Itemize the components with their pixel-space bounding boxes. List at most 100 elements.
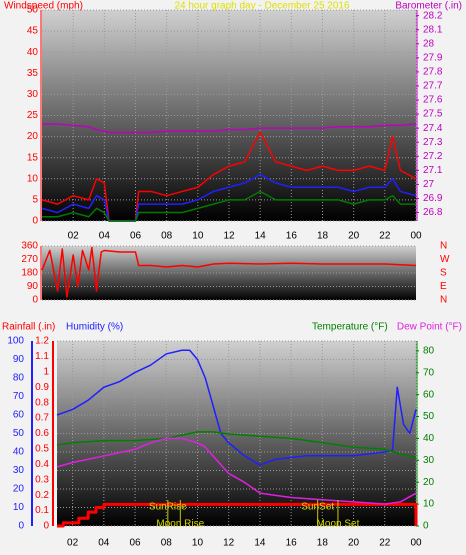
direction-label: S — [440, 268, 447, 279]
y2-tick-label: 80 — [423, 345, 435, 356]
event-label: SunSet — [301, 502, 334, 513]
y-tick-label: 100 — [7, 336, 24, 347]
y-tick-label: 80 — [13, 373, 25, 384]
y-tick-label: 180 — [21, 268, 38, 279]
x-tick-label: 18 — [317, 538, 329, 549]
y2-tick-label: 27.4 — [423, 123, 443, 134]
y-tick-label: 50 — [13, 428, 25, 439]
y-tick-label: 360 — [21, 241, 38, 252]
x-tick-label: 06 — [129, 538, 141, 549]
y2-tick-label: 28.2 — [423, 10, 443, 21]
series-line — [56, 431, 417, 459]
event-label: Moon Rise — [156, 519, 204, 530]
y2-tick-label: 26.9 — [423, 193, 443, 204]
y3-tick-label: 0.5 — [35, 444, 49, 455]
y2-tick-label: 27 — [423, 179, 435, 190]
axis-title: Temperature (°F) — [312, 322, 388, 333]
y-tick-label: 90 — [27, 281, 39, 292]
x-tick-label: 14 — [255, 231, 267, 242]
y-axis-title: Windspeed (mph) — [4, 1, 83, 12]
y2-tick-label: 27.9 — [423, 52, 443, 63]
y3-tick-label: 0.8 — [35, 397, 49, 408]
y-tick-label: 0 — [32, 295, 38, 306]
x-tick-label: 08 — [161, 538, 173, 549]
y2-tick-label: 20 — [423, 477, 435, 488]
event-label: SunRise — [149, 502, 187, 513]
y3-tick-label: 1.1 — [35, 351, 49, 362]
y-tick-label: 30 — [27, 89, 39, 100]
chart-title: 24 hour graph day - December 25 2016 — [174, 1, 350, 12]
x-tick-label: 04 — [99, 231, 111, 242]
x-tick-label: 20 — [348, 538, 360, 549]
series-line — [41, 173, 417, 222]
x-tick-label: 14 — [254, 538, 266, 549]
axis-title: Dew Point (°F) — [397, 322, 462, 333]
y-tick-label: 45 — [27, 26, 39, 37]
event-label: Moon Set — [317, 519, 360, 530]
y-tick-label: 0 — [32, 216, 38, 227]
y3-tick-label: 1.2 — [35, 336, 49, 347]
x-tick-label: 02 — [67, 538, 79, 549]
x-tick-label: 02 — [68, 231, 80, 242]
direction-label: W — [440, 254, 450, 265]
y2-tick-label: 50 — [423, 411, 435, 422]
x-tick-label: 18 — [317, 231, 329, 242]
y-tick-label: 15 — [27, 152, 39, 163]
y2-tick-label: 40 — [423, 433, 435, 444]
y2-tick-label: 27.5 — [423, 109, 443, 120]
y-tick-label: 10 — [13, 502, 25, 513]
y2-tick-label: 28 — [423, 38, 435, 49]
x-tick-label: 22 — [379, 231, 391, 242]
y3-tick-label: 0.7 — [35, 413, 49, 424]
series-line — [41, 131, 417, 222]
y-tick-label: 40 — [27, 47, 39, 58]
y-tick-label: 35 — [27, 68, 39, 79]
x-tick-label: 12 — [223, 538, 235, 549]
series-line — [56, 349, 417, 466]
axis-title: Rainfall (.in) — [2, 322, 55, 333]
y3-tick-label: 0.9 — [35, 382, 49, 393]
plot-area — [57, 341, 416, 526]
y-tick-label: 50 — [27, 5, 39, 16]
y2-tick-label: 10 — [423, 499, 435, 510]
series-line — [42, 123, 417, 134]
y2-tick-label: 27.8 — [423, 67, 443, 78]
x-tick-label: 10 — [192, 538, 204, 549]
y2-tick-label: 27.2 — [423, 151, 443, 162]
y2-tick-label: 26.8 — [423, 207, 443, 218]
x-tick-label: 00 — [410, 231, 422, 242]
x-tick-label: 20 — [348, 231, 360, 242]
x-tick-label: 10 — [192, 231, 204, 242]
y2-tick-label: 60 — [423, 389, 435, 400]
y2-axis-title: Barometer (.in) — [395, 1, 462, 12]
x-tick-label: 12 — [223, 231, 235, 242]
y-tick-label: 20 — [13, 484, 25, 495]
y-tick-label: 20 — [27, 131, 39, 142]
x-tick-label: 16 — [286, 538, 298, 549]
y-tick-label: 10 — [27, 173, 39, 184]
y-tick-label: 70 — [13, 391, 25, 402]
x-tick-label: 22 — [379, 538, 391, 549]
y3-tick-label: 0.2 — [35, 490, 49, 501]
y2-tick-label: 30 — [423, 455, 435, 466]
series-line — [41, 246, 417, 298]
x-tick-label: 06 — [130, 231, 142, 242]
series-line — [56, 437, 417, 505]
y-tick-label: 270 — [21, 254, 38, 265]
y-tick-label: 90 — [13, 354, 25, 365]
direction-label: N — [440, 295, 447, 306]
series-line — [57, 502, 418, 528]
y-tick-label: 0 — [18, 521, 24, 532]
x-tick-label: 08 — [161, 231, 173, 242]
y2-tick-label: 28.1 — [423, 24, 443, 35]
direction-label: N — [440, 241, 447, 252]
y3-tick-label: 1 — [43, 366, 49, 377]
y2-tick-label: 27.7 — [423, 81, 443, 92]
y2-tick-label: 70 — [423, 367, 435, 378]
y-tick-label: 5 — [32, 195, 38, 206]
y-tick-label: 25 — [27, 110, 39, 121]
y2-tick-label: 27.6 — [423, 95, 443, 106]
y-tick-label: 60 — [13, 410, 25, 421]
y3-tick-label: 0.1 — [35, 505, 49, 516]
